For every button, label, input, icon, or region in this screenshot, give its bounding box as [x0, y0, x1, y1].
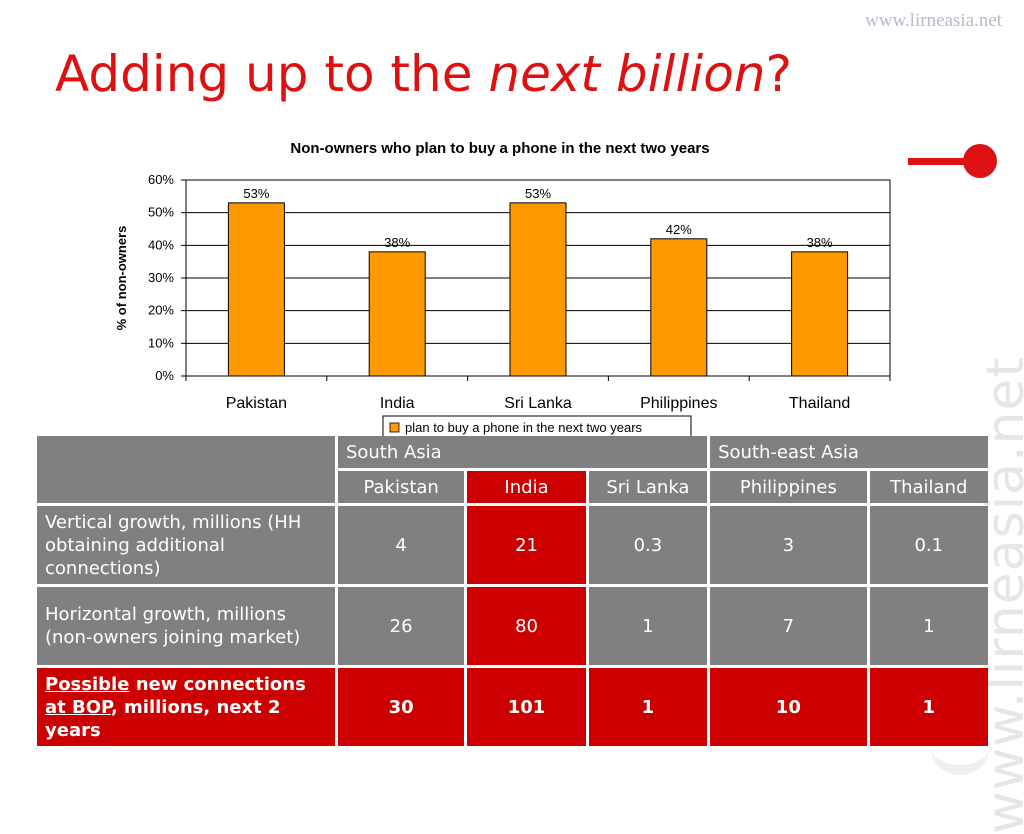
data-label: 53% [243, 186, 269, 201]
logo-dot [963, 144, 997, 178]
table-row-vertical-growth: Vertical growth, millions (HH obtaining … [37, 506, 988, 584]
table-corner-cell [37, 436, 335, 503]
y-tick-label: 60% [148, 172, 174, 187]
data-label: 38% [384, 235, 410, 250]
data-label: 53% [525, 186, 551, 201]
value-horizontal-philippines: 7 [710, 587, 867, 665]
value-total-philippines: 10 [710, 668, 867, 746]
x-tick-label: Pakistan [226, 395, 287, 412]
table-row-total: Possible new connections at BOP, million… [37, 668, 988, 746]
table-row-horizontal-growth: Horizontal growth, millions (non-owners … [37, 587, 988, 665]
y-tick-label: 50% [148, 205, 174, 220]
value-vertical-philippines: 3 [710, 506, 867, 584]
x-tick-label: Thailand [789, 395, 850, 412]
bar-india [368, 251, 426, 377]
country-header-sri-lanka: Sri Lanka [588, 471, 708, 503]
country-header-india: India [467, 471, 586, 503]
value-vertical-india: 21 [467, 506, 586, 584]
title-emphasis: next billion [488, 45, 766, 103]
y-tick-labels: 0% 10% 20% 30% 40% 50% 60% [148, 172, 174, 383]
region-header-south-east-asia: South-east Asia [710, 436, 988, 468]
total-label-at-bop: at BOP [45, 696, 111, 718]
value-horizontal-sri-lanka: 1 [588, 587, 708, 665]
title-part-1: Adding up to the [55, 45, 489, 103]
bar-sri-lanka [509, 202, 567, 377]
y-tick-label: 20% [148, 303, 174, 318]
bar-thailand [791, 251, 849, 377]
data-label: 38% [807, 235, 833, 250]
growth-table: South Asia South-east Asia Pakistan Indi… [34, 433, 991, 749]
value-total-sri-lanka: 1 [588, 668, 708, 746]
total-label-possible: Possible [45, 673, 130, 695]
total-label-part-4: , millions, next 2 years [45, 696, 281, 741]
country-header-philippines: Philippines [710, 471, 867, 503]
y-tick-label: 0% [155, 368, 174, 383]
country-header-thailand: Thailand [869, 471, 988, 503]
title-part-2: ? [765, 45, 793, 103]
y-tick-label: 30% [148, 270, 174, 285]
watermark-url: www.lirneasia.net [865, 10, 1002, 31]
data-labels: 53% 38% 53% 42% 38% [243, 186, 833, 250]
x-tick-label: Philippines [640, 395, 717, 412]
row-label-vertical-growth: Vertical growth, millions (HH obtaining … [37, 506, 335, 584]
value-horizontal-pakistan: 26 [337, 587, 465, 665]
value-total-india: 101 [467, 668, 586, 746]
value-horizontal-thailand: 1 [869, 587, 988, 665]
bar-pakistan [227, 202, 285, 377]
data-label: 42% [666, 222, 692, 237]
row-label-total: Possible new connections at BOP, million… [37, 668, 335, 746]
bar-philippines [650, 238, 708, 377]
y-tick-label: 40% [148, 237, 174, 252]
country-header-row: Pakistan India Sri Lanka Philippines Tha… [37, 471, 988, 503]
value-vertical-pakistan: 4 [337, 506, 465, 584]
logo-bar [908, 158, 970, 165]
value-total-thailand: 1 [869, 668, 988, 746]
value-total-pakistan: 30 [337, 668, 465, 746]
country-header-pakistan: Pakistan [337, 471, 465, 503]
x-tick-labels: Pakistan India Sri Lanka Philippines Thailan… [226, 395, 851, 412]
value-horizontal-india: 80 [467, 587, 586, 665]
value-vertical-thailand: 0.1 [869, 506, 988, 584]
y-tick-label: 10% [148, 335, 174, 350]
legend-entry: plan to buy a phone in the next two year… [405, 420, 643, 435]
region-header-row: South Asia South-east Asia [37, 436, 988, 503]
x-tick-label: Sri Lanka [504, 395, 572, 412]
bar-chart: Non-owners who plan to buy a phone in th… [114, 140, 891, 439]
value-vertical-sri-lanka: 0.3 [588, 506, 708, 584]
total-label-part-2: new connections [129, 673, 306, 695]
bars [227, 202, 849, 377]
row-label-horizontal-growth: Horizontal growth, millions (non-owners … [37, 587, 335, 665]
x-tick-label: India [380, 395, 415, 412]
chart-title: Non-owners who plan to buy a phone in th… [290, 140, 709, 157]
slide-title: Adding up to the next billion? [55, 45, 792, 103]
legend-swatch [389, 422, 400, 433]
region-header-south-asia: South Asia [337, 436, 708, 468]
y-axis-label: % of non-owners [114, 226, 129, 331]
